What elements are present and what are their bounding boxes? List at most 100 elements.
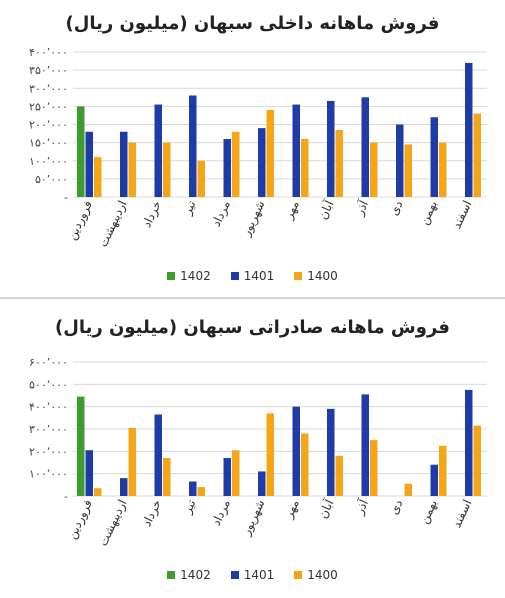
chart-export: - ۱۰۰٬۰۰۰ ۲۰۰٬۰۰۰ ۳۰۰٬۰۰۰ ۴۰۰٬۰۰۰ ۵۰۰٬۰۰۰ ۶۰۰٬…: [29, 356, 487, 549]
legend-label-1400: 1400: [307, 568, 338, 582]
x-tick-label: دی: [387, 198, 406, 217]
bar-1401-4: [189, 481, 197, 496]
bar-1400-7: [301, 433, 309, 496]
x-tick-label: فروردین: [65, 198, 96, 242]
x-tick-label: آبان: [315, 197, 337, 221]
y-tick-label: ۴۰۰٬۰۰۰: [29, 401, 68, 414]
y-tick-label: ۱۵۰٬۰۰۰: [29, 137, 68, 150]
bar-1400-8: [335, 455, 343, 496]
legend-swatch-1400: [294, 571, 303, 579]
x-tick-label: اردیبهشت: [96, 497, 130, 548]
bar-1400-3: [163, 142, 171, 197]
y-tick-label: ۴۰۰٬۰۰۰: [29, 46, 68, 59]
x-tick-label: اسفند: [449, 198, 474, 231]
bar-1400-2: [128, 142, 136, 197]
bar-1401-5: [223, 139, 231, 197]
bar-1401-9: [361, 97, 369, 197]
y-tick-label: ۳۵۰٬۰۰۰: [29, 64, 68, 77]
bar-1401-2: [120, 131, 128, 197]
bar-1401-11: [430, 117, 438, 197]
chart-title: فروش ماهانه داخلی سبهان (میلیون ریال): [65, 13, 440, 34]
bar-1401-9: [361, 394, 369, 496]
legend-label-1401: 1401: [243, 269, 275, 283]
x-tick-label: تیر: [180, 497, 200, 517]
legend-swatch-1401: [230, 272, 239, 280]
legend: 1402 1401 1400: [0, 269, 505, 283]
bar-1401-4: [189, 95, 197, 197]
x-tick-label: مرداد: [209, 198, 234, 229]
bar-1401-3: [154, 104, 162, 197]
bar-1400-12: [473, 113, 481, 197]
bar-1401-11: [430, 464, 438, 496]
bar-1400-11: [439, 445, 447, 496]
x-tick-label: خرداد: [139, 198, 164, 230]
legend-label-1402: 1402: [180, 568, 211, 582]
x-tick-label: شهریور: [238, 497, 268, 538]
legend-swatch-1402: [167, 272, 176, 280]
bar-1401-8: [327, 100, 335, 197]
legend-item-1400: 1400: [294, 568, 338, 582]
y-tick-label: ۲۰۰٬۰۰۰: [29, 119, 68, 132]
bar-1401-5: [223, 458, 231, 496]
y-tick-label: ۱۰۰٬۰۰۰: [29, 155, 68, 168]
bar-1400-9: [370, 440, 378, 496]
bar-1400-8: [335, 129, 343, 197]
legend-item-1401: 1401: [230, 269, 275, 283]
x-tick-label: دی: [387, 497, 406, 516]
bar-1400-3: [163, 458, 171, 496]
bar-1400-11: [439, 142, 447, 197]
chart-domestic: - ۵۰٬۰۰۰ ۱۰۰٬۰۰۰ ۱۵۰٬۰۰۰ ۲۰۰٬۰۰۰ ۲۵۰٬۰۰۰ ۳۰۰٬۰…: [29, 46, 487, 250]
y-tick-label: ۶۰۰٬۰۰۰: [29, 356, 68, 369]
x-tick-label: فروردین: [65, 497, 96, 541]
bar-1400-1: [94, 157, 102, 197]
panel-divider: [0, 297, 505, 299]
x-tick-label: مهر: [281, 198, 303, 222]
bar-1402-1: [77, 396, 85, 496]
bar-1401-1: [85, 450, 93, 496]
x-tick-label: اسفند: [449, 497, 474, 530]
bar-1400-5: [232, 450, 240, 496]
legend-label-1401: 1401: [243, 568, 275, 582]
bar-1400-5: [232, 131, 240, 197]
x-tick-label: تیر: [180, 198, 200, 218]
chart-title: فروش ماهانه صادراتی سبهان (میلیون ریال): [55, 317, 450, 338]
y-tick-label: ۵۰٬۰۰۰: [35, 173, 68, 186]
legend-swatch-1401: [230, 571, 239, 579]
bar-1400-10: [404, 483, 412, 496]
y-tick-label: -: [64, 191, 68, 204]
x-tick-label: شهریور: [238, 198, 268, 239]
bar-1400-4: [197, 160, 205, 197]
bar-1401-2: [120, 478, 128, 496]
y-tick-label: ۱۰۰٬۰۰۰: [29, 468, 68, 481]
bar-1400-6: [266, 110, 274, 197]
chart-panel-export: فروش ماهانه صادراتی سبهان (میلیون ریال) …: [0, 300, 505, 598]
y-tick-label: ۲۰۰٬۰۰۰: [29, 445, 68, 458]
chart-panel-domestic: فروش ماهانه داخلی سبهان (میلیون ریال) - ۵…: [0, 0, 505, 296]
x-tick-label: خرداد: [139, 497, 164, 529]
x-tick-label: آبان: [315, 496, 337, 520]
bar-1401-12: [465, 62, 473, 197]
y-tick-label: ۵۰۰٬۰۰۰: [29, 378, 68, 391]
legend-item-1402: 1402: [167, 269, 211, 283]
x-tick-label: بهمن: [417, 198, 441, 227]
legend-label-1402: 1402: [180, 269, 211, 283]
x-tick-label: بهمن: [417, 497, 441, 526]
bar-1400-1: [94, 488, 102, 496]
bar-1401-6: [258, 471, 266, 496]
bar-1402-1: [77, 106, 85, 197]
x-tick-label: اردیبهشت: [96, 198, 130, 249]
bar-1400-7: [301, 139, 309, 197]
bar-1401-7: [292, 406, 300, 496]
bar-1400-12: [473, 425, 481, 496]
bar-1400-4: [197, 487, 205, 496]
y-tick-label: ۲۵۰٬۰۰۰: [29, 100, 68, 113]
legend-swatch-1402: [167, 571, 176, 579]
bar-1401-12: [465, 389, 473, 496]
bar-1401-6: [258, 128, 266, 197]
bar-1401-8: [327, 408, 335, 496]
legend-swatch-1400: [294, 272, 303, 280]
bar-1401-7: [292, 104, 300, 197]
bar-1400-6: [266, 413, 274, 496]
y-tick-label: ۳۰۰٬۰۰۰: [29, 423, 68, 436]
bar-1400-9: [370, 142, 378, 197]
